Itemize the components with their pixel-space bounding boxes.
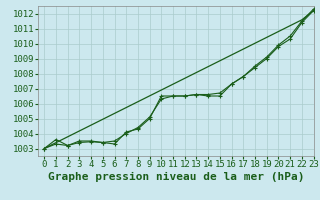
X-axis label: Graphe pression niveau de la mer (hPa): Graphe pression niveau de la mer (hPa) xyxy=(48,172,304,182)
